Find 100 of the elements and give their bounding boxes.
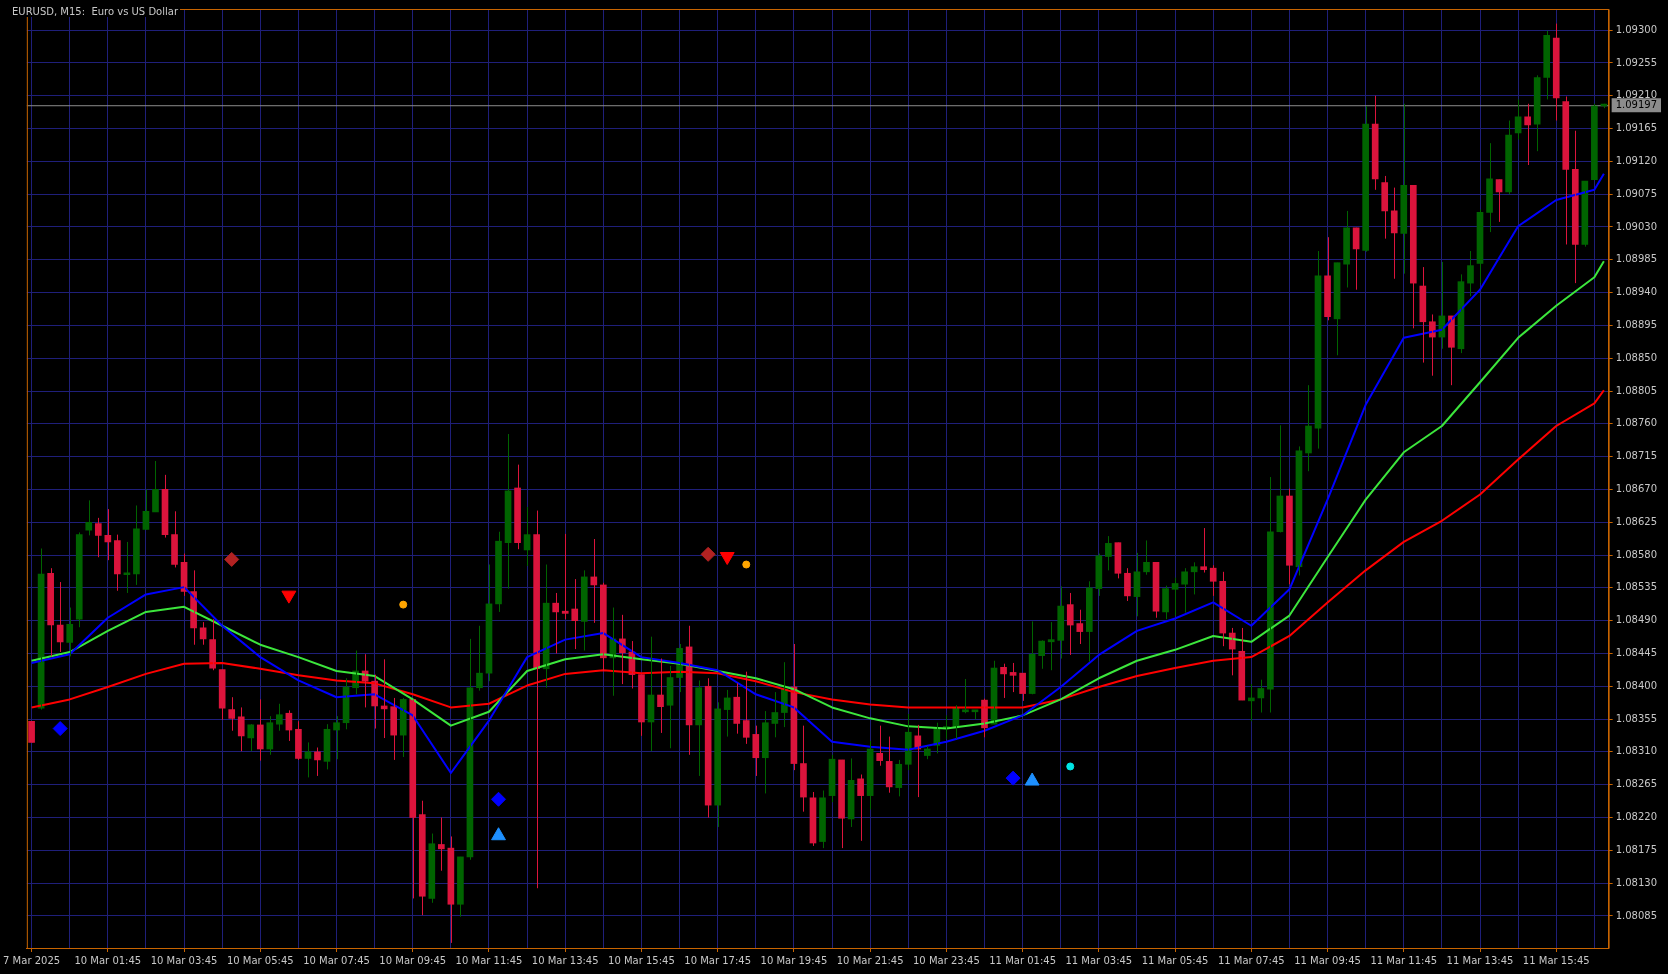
x-tick-label: 10 Mar 15:45: [608, 954, 675, 966]
candlestick: [1533, 74, 1541, 152]
x-tick-label: 10 Mar 17:45: [684, 954, 752, 966]
y-tick-label: 1.08850: [1615, 351, 1658, 363]
x-tick-label: 11 Mar 09:45: [1294, 954, 1361, 966]
y-tick-label: 1.08265: [1615, 778, 1658, 790]
candlestick: [66, 607, 74, 657]
ref-line-label: 1.09197: [1615, 99, 1658, 111]
y-tick-label: 1.08085: [1615, 909, 1658, 921]
candlestick: [752, 725, 760, 777]
candlestick: [418, 800, 426, 916]
candlestick: [1543, 30, 1551, 100]
chart-title: EURUSD, M15: Euro vs US Dollar: [10, 6, 181, 17]
y-tick-label: 1.09300: [1615, 23, 1658, 35]
candlestick: [1066, 592, 1074, 656]
candlestick: [1200, 527, 1207, 574]
candlestick: [733, 682, 741, 735]
candlestick: [1324, 236, 1331, 321]
x-tick-label: 10 Mar 21:45: [836, 954, 904, 966]
x-tick-label: 10 Mar 01:45: [74, 954, 142, 966]
y-tick-label: 1.08310: [1615, 745, 1658, 757]
candlestick: [1047, 621, 1055, 671]
y-tick-label: 1.08535: [1615, 581, 1658, 593]
y-tick-label: 1.08130: [1615, 876, 1658, 888]
x-tick-label: 11 Mar 13:45: [1446, 954, 1514, 966]
candlestick: [1105, 535, 1112, 571]
point: [742, 560, 751, 569]
candlestick: [561, 533, 569, 620]
x-tick-label: 11 Mar 03:45: [1065, 954, 1133, 966]
candlestick: [1591, 103, 1598, 181]
x-tick-label: 11 Mar 07:45: [1217, 954, 1285, 966]
candlestick: [295, 720, 302, 761]
candlestick: [85, 499, 93, 536]
candlestick: [838, 759, 845, 849]
y-tick-label: 1.08445: [1615, 647, 1658, 659]
y-tick-label: 1.08805: [1615, 384, 1658, 396]
y-tick-label: 1.08580: [1615, 548, 1658, 560]
x-tick-label: 10 Mar 09:45: [379, 954, 447, 966]
candlestick: [1076, 609, 1084, 645]
candlestick: [762, 710, 769, 794]
candlestick: [819, 790, 826, 849]
candlestick: [1381, 175, 1389, 240]
y-tick-label: 1.09210: [1615, 89, 1658, 101]
candlestick: [457, 856, 464, 918]
candlestick: [580, 569, 588, 652]
candlestick: [228, 696, 236, 732]
x-tick-label: 10 Mar 11:45: [455, 954, 523, 966]
candlestick: [1343, 210, 1350, 288]
candlestick: [876, 725, 884, 767]
y-tick-label: 1.09120: [1615, 154, 1658, 166]
x-tick-label: 11 Mar 11:45: [1370, 954, 1438, 966]
y-tick-label: 1.08355: [1615, 712, 1658, 724]
y-tick-label: 1.08985: [1615, 253, 1658, 265]
candlestick: [695, 679, 702, 777]
point: [399, 600, 408, 609]
candlestick: [1209, 564, 1217, 597]
y-tick-label: 1.09030: [1615, 220, 1658, 232]
candlestick: [333, 715, 340, 760]
point: [224, 551, 240, 567]
y-tick-label: 1.09075: [1615, 187, 1658, 199]
candlestick: [218, 669, 226, 721]
candlestick: [1057, 585, 1065, 660]
candlestick: [1162, 585, 1169, 620]
y-tick-label: 1.08715: [1615, 450, 1658, 462]
candlestick: [1181, 567, 1188, 614]
candlestick: [133, 504, 140, 586]
y-tick-label: 1.08760: [1615, 417, 1658, 429]
candlestick: [742, 671, 750, 745]
candlestick: [1362, 105, 1369, 253]
x-tick-label: 11 Mar 15:45: [1522, 954, 1590, 966]
x-tick-label: 10 Mar 05:45: [226, 954, 294, 966]
x-tick-label: 10 Mar 13:45: [531, 954, 599, 966]
y-tick-label: 1.08175: [1615, 843, 1658, 855]
point: [52, 721, 68, 737]
y-tick-label: 1.09165: [1615, 122, 1658, 134]
candlestick: [28, 720, 35, 743]
x-tick-label: 10 Mar 07:45: [303, 954, 370, 966]
y-tick-label: 1.08220: [1615, 811, 1658, 823]
candlestick: [895, 759, 903, 797]
x-tick-label: 10 Mar 23:45: [912, 954, 980, 966]
point: [1024, 772, 1040, 786]
x-tick-label: 11 Mar 05:45: [1141, 954, 1209, 966]
candlestick: [885, 736, 893, 794]
y-tick-label: 1.08490: [1615, 614, 1658, 626]
candlestick: [94, 517, 102, 558]
point: [491, 791, 507, 807]
y-tick-label: 1.08895: [1615, 319, 1658, 330]
candlestick: [171, 510, 178, 568]
candlestick: [1400, 103, 1408, 275]
point: [700, 546, 716, 562]
x-tick-label: 10 Mar 19:45: [760, 954, 828, 966]
y-tick-label: 1.08625: [1615, 515, 1658, 527]
candlestick: [75, 531, 83, 628]
y-tick-label: 1.08400: [1615, 679, 1658, 691]
y-tick-label: 1.09255: [1615, 56, 1658, 68]
y-tick-label: 1.08940: [1615, 286, 1658, 298]
candlestick: [266, 715, 274, 756]
x-tick-label: 10 Mar 03:45: [150, 954, 218, 966]
candlestick: [1562, 95, 1570, 245]
candlestick: [428, 833, 436, 904]
